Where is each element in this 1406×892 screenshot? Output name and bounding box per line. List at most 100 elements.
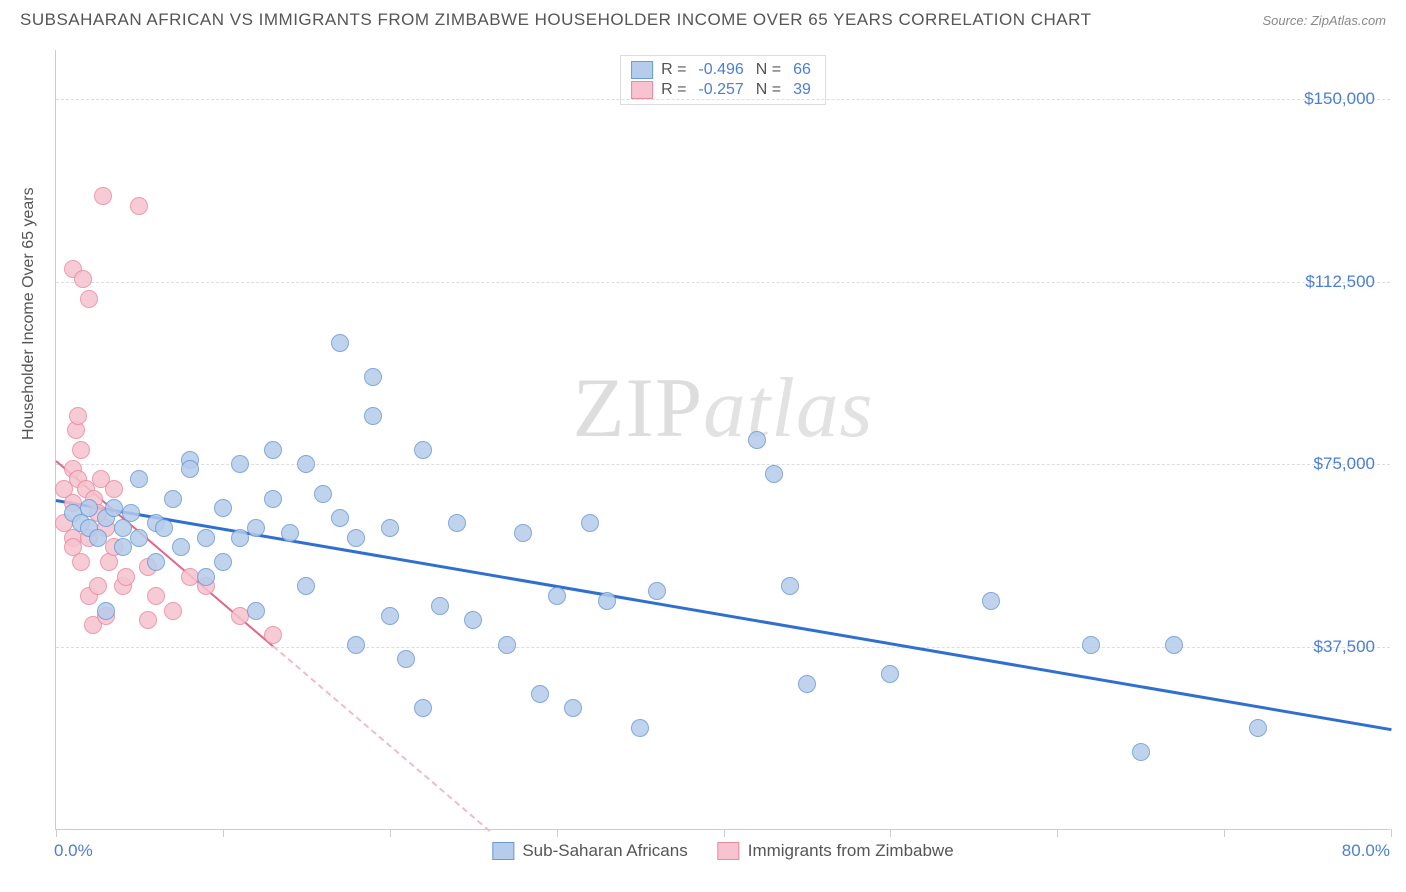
source-label: Source: ZipAtlas.com: [1262, 13, 1386, 28]
trendline-extrapolated-series-1: [272, 645, 490, 832]
scatter-point: [231, 529, 249, 547]
y-tick-label: $75,000: [1314, 454, 1375, 474]
scatter-point: [314, 485, 332, 503]
scatter-point: [531, 685, 549, 703]
r-value-0: -0.496: [698, 61, 743, 79]
scatter-point: [364, 407, 382, 425]
scatter-point: [982, 592, 1000, 610]
scatter-point: [264, 490, 282, 508]
legend-item-1: Immigrants from Zimbabwe: [718, 841, 954, 861]
scatter-point: [1132, 743, 1150, 761]
scatter-point: [264, 626, 282, 644]
scatter-point: [94, 187, 112, 205]
scatter-point: [130, 529, 148, 547]
x-tick: [557, 829, 558, 837]
scatter-point: [331, 509, 349, 527]
scatter-point: [147, 587, 165, 605]
x-tick: [56, 829, 57, 837]
scatter-point: [72, 441, 90, 459]
scatter-point: [581, 514, 599, 532]
n-label: N =: [756, 61, 781, 79]
scatter-point: [122, 504, 140, 522]
legend-swatch-1: [718, 842, 740, 860]
scatter-point: [564, 699, 582, 717]
scatter-point: [364, 368, 382, 386]
scatter-point: [798, 675, 816, 693]
r-label: R =: [661, 61, 686, 79]
scatter-point: [155, 519, 173, 537]
scatter-point: [147, 553, 165, 571]
scatter-point: [80, 290, 98, 308]
x-tick: [1391, 829, 1392, 837]
series-legend: Sub-Saharan Africans Immigrants from Zim…: [492, 841, 953, 861]
legend-label-1: Immigrants from Zimbabwe: [748, 841, 954, 861]
corr-row-0: R = -0.496 N = 66: [631, 60, 815, 80]
scatter-point: [414, 699, 432, 717]
scatter-point: [1165, 636, 1183, 654]
n-label: N =: [756, 81, 781, 99]
scatter-point: [164, 490, 182, 508]
scatter-point: [765, 465, 783, 483]
corr-row-1: R = -0.257 N = 39: [631, 80, 815, 100]
scatter-point: [297, 577, 315, 595]
n-value-1: 39: [793, 81, 811, 99]
scatter-point: [881, 665, 899, 683]
scatter-point: [74, 270, 92, 288]
watermark-atlas: atlas: [703, 361, 873, 455]
scatter-point: [117, 568, 135, 586]
y-tick-label: $112,500: [1305, 272, 1375, 292]
scatter-point: [80, 499, 98, 517]
scatter-point: [1249, 719, 1267, 737]
scatter-point: [781, 577, 799, 595]
r-label: R =: [661, 81, 686, 99]
scatter-point: [347, 529, 365, 547]
title-bar: SUBSAHARAN AFRICAN VS IMMIGRANTS FROM ZI…: [20, 10, 1386, 30]
scatter-point: [130, 197, 148, 215]
scatter-point: [381, 519, 399, 537]
r-value-1: -0.257: [698, 81, 743, 99]
scatter-point: [214, 553, 232, 571]
x-axis-min-label: 0.0%: [54, 841, 93, 861]
scatter-point: [1082, 636, 1100, 654]
scatter-point: [72, 553, 90, 571]
scatter-point: [247, 519, 265, 537]
legend-item-0: Sub-Saharan Africans: [492, 841, 687, 861]
chart-container: SUBSAHARAN AFRICAN VS IMMIGRANTS FROM ZI…: [0, 0, 1406, 892]
scatter-point: [598, 592, 616, 610]
scatter-point: [181, 460, 199, 478]
scatter-point: [164, 602, 182, 620]
scatter-point: [69, 407, 87, 425]
scatter-point: [89, 529, 107, 547]
scatter-point: [464, 611, 482, 629]
x-tick: [890, 829, 891, 837]
correlation-legend: R = -0.496 N = 66 R = -0.257 N = 39: [620, 55, 826, 105]
plot-area: ZIPatlas R = -0.496 N = 66 R = -0.257 N …: [55, 50, 1390, 830]
swatch-series-1: [631, 81, 653, 99]
scatter-point: [414, 441, 432, 459]
scatter-point: [172, 538, 190, 556]
y-tick-label: $37,500: [1314, 637, 1375, 657]
scatter-point: [431, 597, 449, 615]
scatter-point: [114, 538, 132, 556]
scatter-point: [247, 602, 265, 620]
gridline: [56, 464, 1390, 465]
swatch-series-0: [631, 61, 653, 79]
x-tick: [390, 829, 391, 837]
y-tick-label: $150,000: [1304, 89, 1375, 109]
scatter-point: [181, 568, 199, 586]
scatter-point: [514, 524, 532, 542]
scatter-point: [631, 719, 649, 737]
scatter-point: [448, 514, 466, 532]
x-tick: [1224, 829, 1225, 837]
scatter-point: [648, 582, 666, 600]
watermark: ZIPatlas: [573, 359, 874, 457]
gridline: [56, 282, 1390, 283]
x-tick: [1057, 829, 1058, 837]
scatter-point: [297, 455, 315, 473]
scatter-point: [139, 611, 157, 629]
scatter-point: [231, 607, 249, 625]
scatter-point: [105, 499, 123, 517]
scatter-point: [397, 650, 415, 668]
scatter-point: [197, 529, 215, 547]
y-axis-label: Householder Income Over 65 years: [20, 187, 38, 440]
